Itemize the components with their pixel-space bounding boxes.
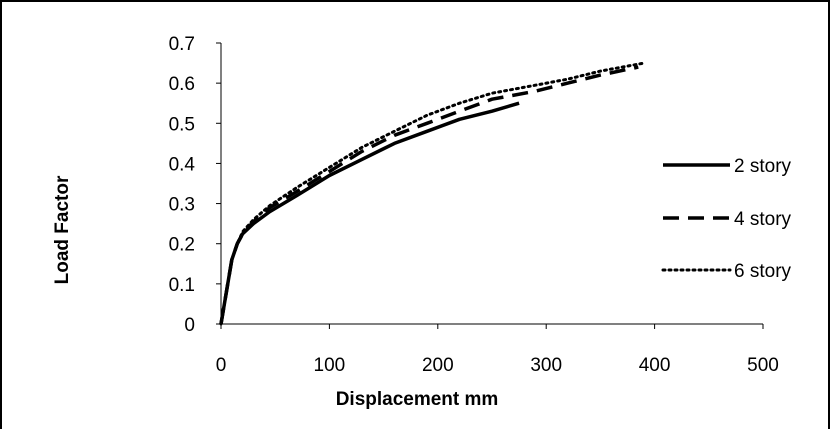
x-tick-label: 500 bbox=[747, 355, 779, 376]
y-tick-label: 0.7 bbox=[169, 34, 195, 55]
y-tick-label: 0.5 bbox=[169, 114, 195, 135]
x-axis-title: Displacement mm bbox=[336, 389, 499, 410]
x-tick-label: 200 bbox=[422, 355, 454, 376]
series-line-6-story bbox=[219, 61, 646, 326]
y-axis-title: Load Factor bbox=[52, 175, 73, 284]
series-line-2-story bbox=[219, 101, 520, 325]
y-tick-label: 0.2 bbox=[169, 235, 195, 256]
x-tick-label: 300 bbox=[530, 355, 562, 376]
x-tick-label: 100 bbox=[314, 355, 346, 376]
y-tick-label: 0.4 bbox=[169, 154, 196, 175]
y-tick-label: 0.6 bbox=[169, 74, 195, 95]
legend-label: 4 story bbox=[734, 209, 792, 230]
y-tick-label: 0.3 bbox=[169, 195, 195, 216]
legend-label: 6 story bbox=[734, 261, 792, 282]
y-tick-label: 0 bbox=[184, 315, 195, 336]
x-tick-label: 0 bbox=[216, 355, 227, 376]
y-tick-label: 0.1 bbox=[169, 275, 195, 296]
legend-label: 2 story bbox=[734, 156, 792, 177]
x-tick-label: 400 bbox=[639, 355, 671, 376]
